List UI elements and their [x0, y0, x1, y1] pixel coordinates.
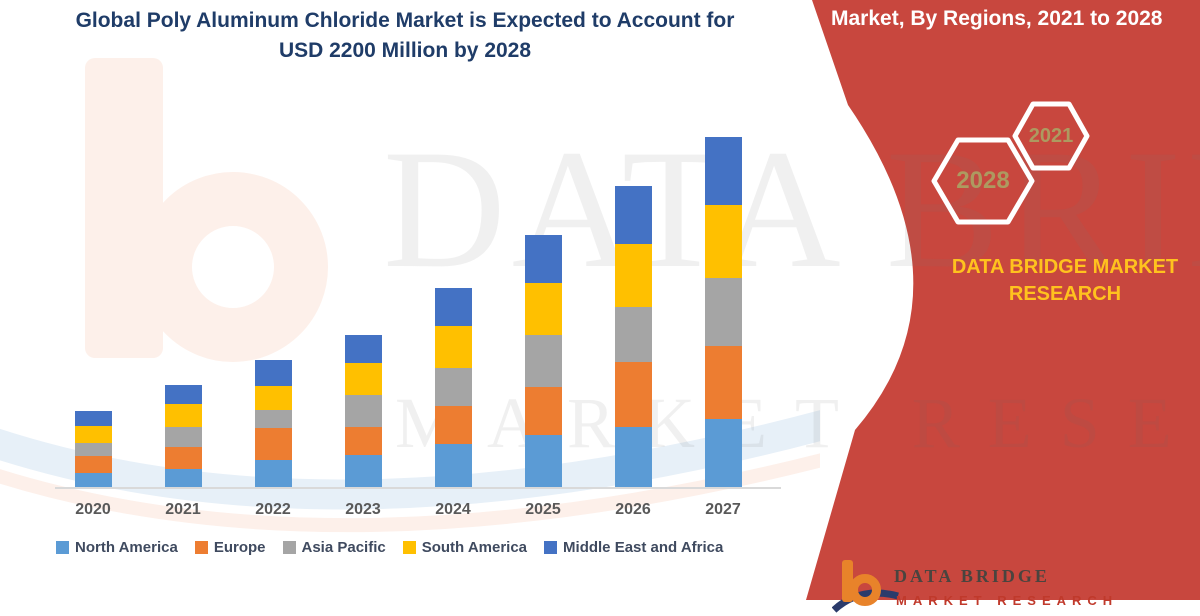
- legend-swatch: [282, 541, 296, 554]
- bar-segment: [524, 235, 562, 283]
- bar-segment: [524, 335, 562, 387]
- legend-item: South America: [402, 539, 528, 556]
- stacked-bar-plot: [74, 137, 742, 487]
- bar-segment: [164, 447, 202, 469]
- bar-segment: [254, 428, 292, 460]
- footer-logo: DATA BRIDGE MARKET RESEARCH: [832, 556, 1162, 616]
- legend-item: Middle East and Africa: [544, 539, 723, 556]
- bar-segment: [74, 473, 112, 487]
- bar-segment: [704, 419, 742, 487]
- brand-text: DATA BRIDGE MARKET RESEARCH: [951, 256, 1179, 305]
- bar-segment: [74, 411, 112, 426]
- legend-swatch: [544, 541, 558, 554]
- legend-swatch: [194, 541, 208, 554]
- bar-segment: [344, 455, 382, 487]
- bar-segment: [524, 283, 562, 335]
- bar-segment: [524, 435, 562, 487]
- chart-title: Global Poly Aluminum Chloride Market is …: [75, 9, 735, 63]
- legend-label: Middle East and Africa: [563, 539, 724, 556]
- x-axis-label: 2021: [165, 501, 201, 518]
- legend-label: South America: [421, 539, 528, 556]
- bar-segment: [164, 427, 202, 447]
- bar-2025: [524, 235, 562, 487]
- bar-2024: [434, 288, 472, 487]
- bar-segment: [614, 244, 652, 307]
- x-axis-line: [55, 487, 781, 489]
- hexagon-icon: [1012, 101, 1090, 171]
- legend-item: Asia Pacific: [282, 539, 386, 556]
- bar-2020: [74, 411, 112, 487]
- bar-segment: [344, 395, 382, 427]
- bar-segment: [524, 387, 562, 435]
- logo-b-icon-bowl: [849, 574, 881, 606]
- x-axis-label: 2025: [525, 501, 561, 518]
- hexagon-badge-2028: 2028: [931, 136, 1035, 226]
- bar-2022: [254, 360, 292, 487]
- hexagon-badge-2021: 2021: [1012, 101, 1090, 171]
- hexagon-icon: [931, 137, 1035, 225]
- bar-segment: [434, 326, 472, 368]
- bar-2023: [344, 335, 382, 487]
- footer-brand-subtitle: MARKET RESEARCH: [896, 593, 1119, 608]
- bar-segment: [254, 410, 292, 428]
- bar-segment: [254, 360, 292, 386]
- hexagon-year-label: 2028: [956, 167, 1010, 194]
- bar-2021: [164, 385, 202, 487]
- legend-item: Europe: [194, 539, 266, 556]
- bar-segment: [344, 427, 382, 455]
- bar-2026: [614, 186, 652, 487]
- bar-segment: [614, 186, 652, 244]
- legend-label: Asia Pacific: [301, 539, 386, 556]
- x-axis-label: 2026: [615, 501, 651, 518]
- bar-segment: [74, 426, 112, 443]
- bar-segment: [74, 456, 112, 473]
- legend-label: Europe: [213, 539, 266, 556]
- bar-segment: [434, 406, 472, 444]
- bar-segment: [434, 368, 472, 406]
- x-axis-label: 2027: [705, 501, 741, 518]
- bar-segment: [164, 469, 202, 487]
- legend-swatch: [402, 541, 416, 554]
- bar-segment: [164, 404, 202, 427]
- legend-label: North America: [75, 539, 178, 556]
- bar-segment: [74, 443, 112, 456]
- bar-segment: [614, 307, 652, 362]
- side-panel-title: Market, By Regions, 2021 to 2028: [831, 7, 1163, 30]
- x-axis-labels: 2020 2021 2022 2023 2024 2025 2026 2027: [0, 501, 800, 525]
- x-axis-label: 2024: [435, 501, 471, 518]
- hexagon-year-label: 2021: [1028, 124, 1074, 147]
- bar-segment: [704, 278, 742, 346]
- bar-segment: [704, 346, 742, 419]
- bar-segment: [704, 137, 742, 205]
- footer-brand-name: DATA BRIDGE: [894, 566, 1050, 586]
- red-side-panel: [806, 0, 1200, 600]
- bar-segment: [254, 386, 292, 410]
- bar-segment: [164, 385, 202, 404]
- legend-swatch: [56, 541, 69, 554]
- bar-segment: [434, 444, 472, 487]
- bar-segment: [614, 362, 652, 427]
- bar-segment: [434, 288, 472, 326]
- chart-legend: North America Europe Asia Pacific South Ame…: [56, 539, 723, 556]
- bar-segment: [614, 427, 652, 487]
- legend-item: North America: [56, 539, 178, 556]
- bar-segment: [344, 363, 382, 395]
- watermark-text-line1: DATA BRIDGE: [383, 115, 1200, 303]
- bar-2027: [704, 137, 742, 487]
- x-axis-label: 2023: [345, 501, 381, 518]
- bar-segment: [344, 335, 382, 363]
- bar-segment: [704, 205, 742, 278]
- x-axis-label: 2020: [75, 501, 111, 518]
- x-axis-label: 2022: [255, 501, 291, 518]
- bar-segment: [254, 460, 292, 487]
- logo-b-icon: [842, 560, 853, 602]
